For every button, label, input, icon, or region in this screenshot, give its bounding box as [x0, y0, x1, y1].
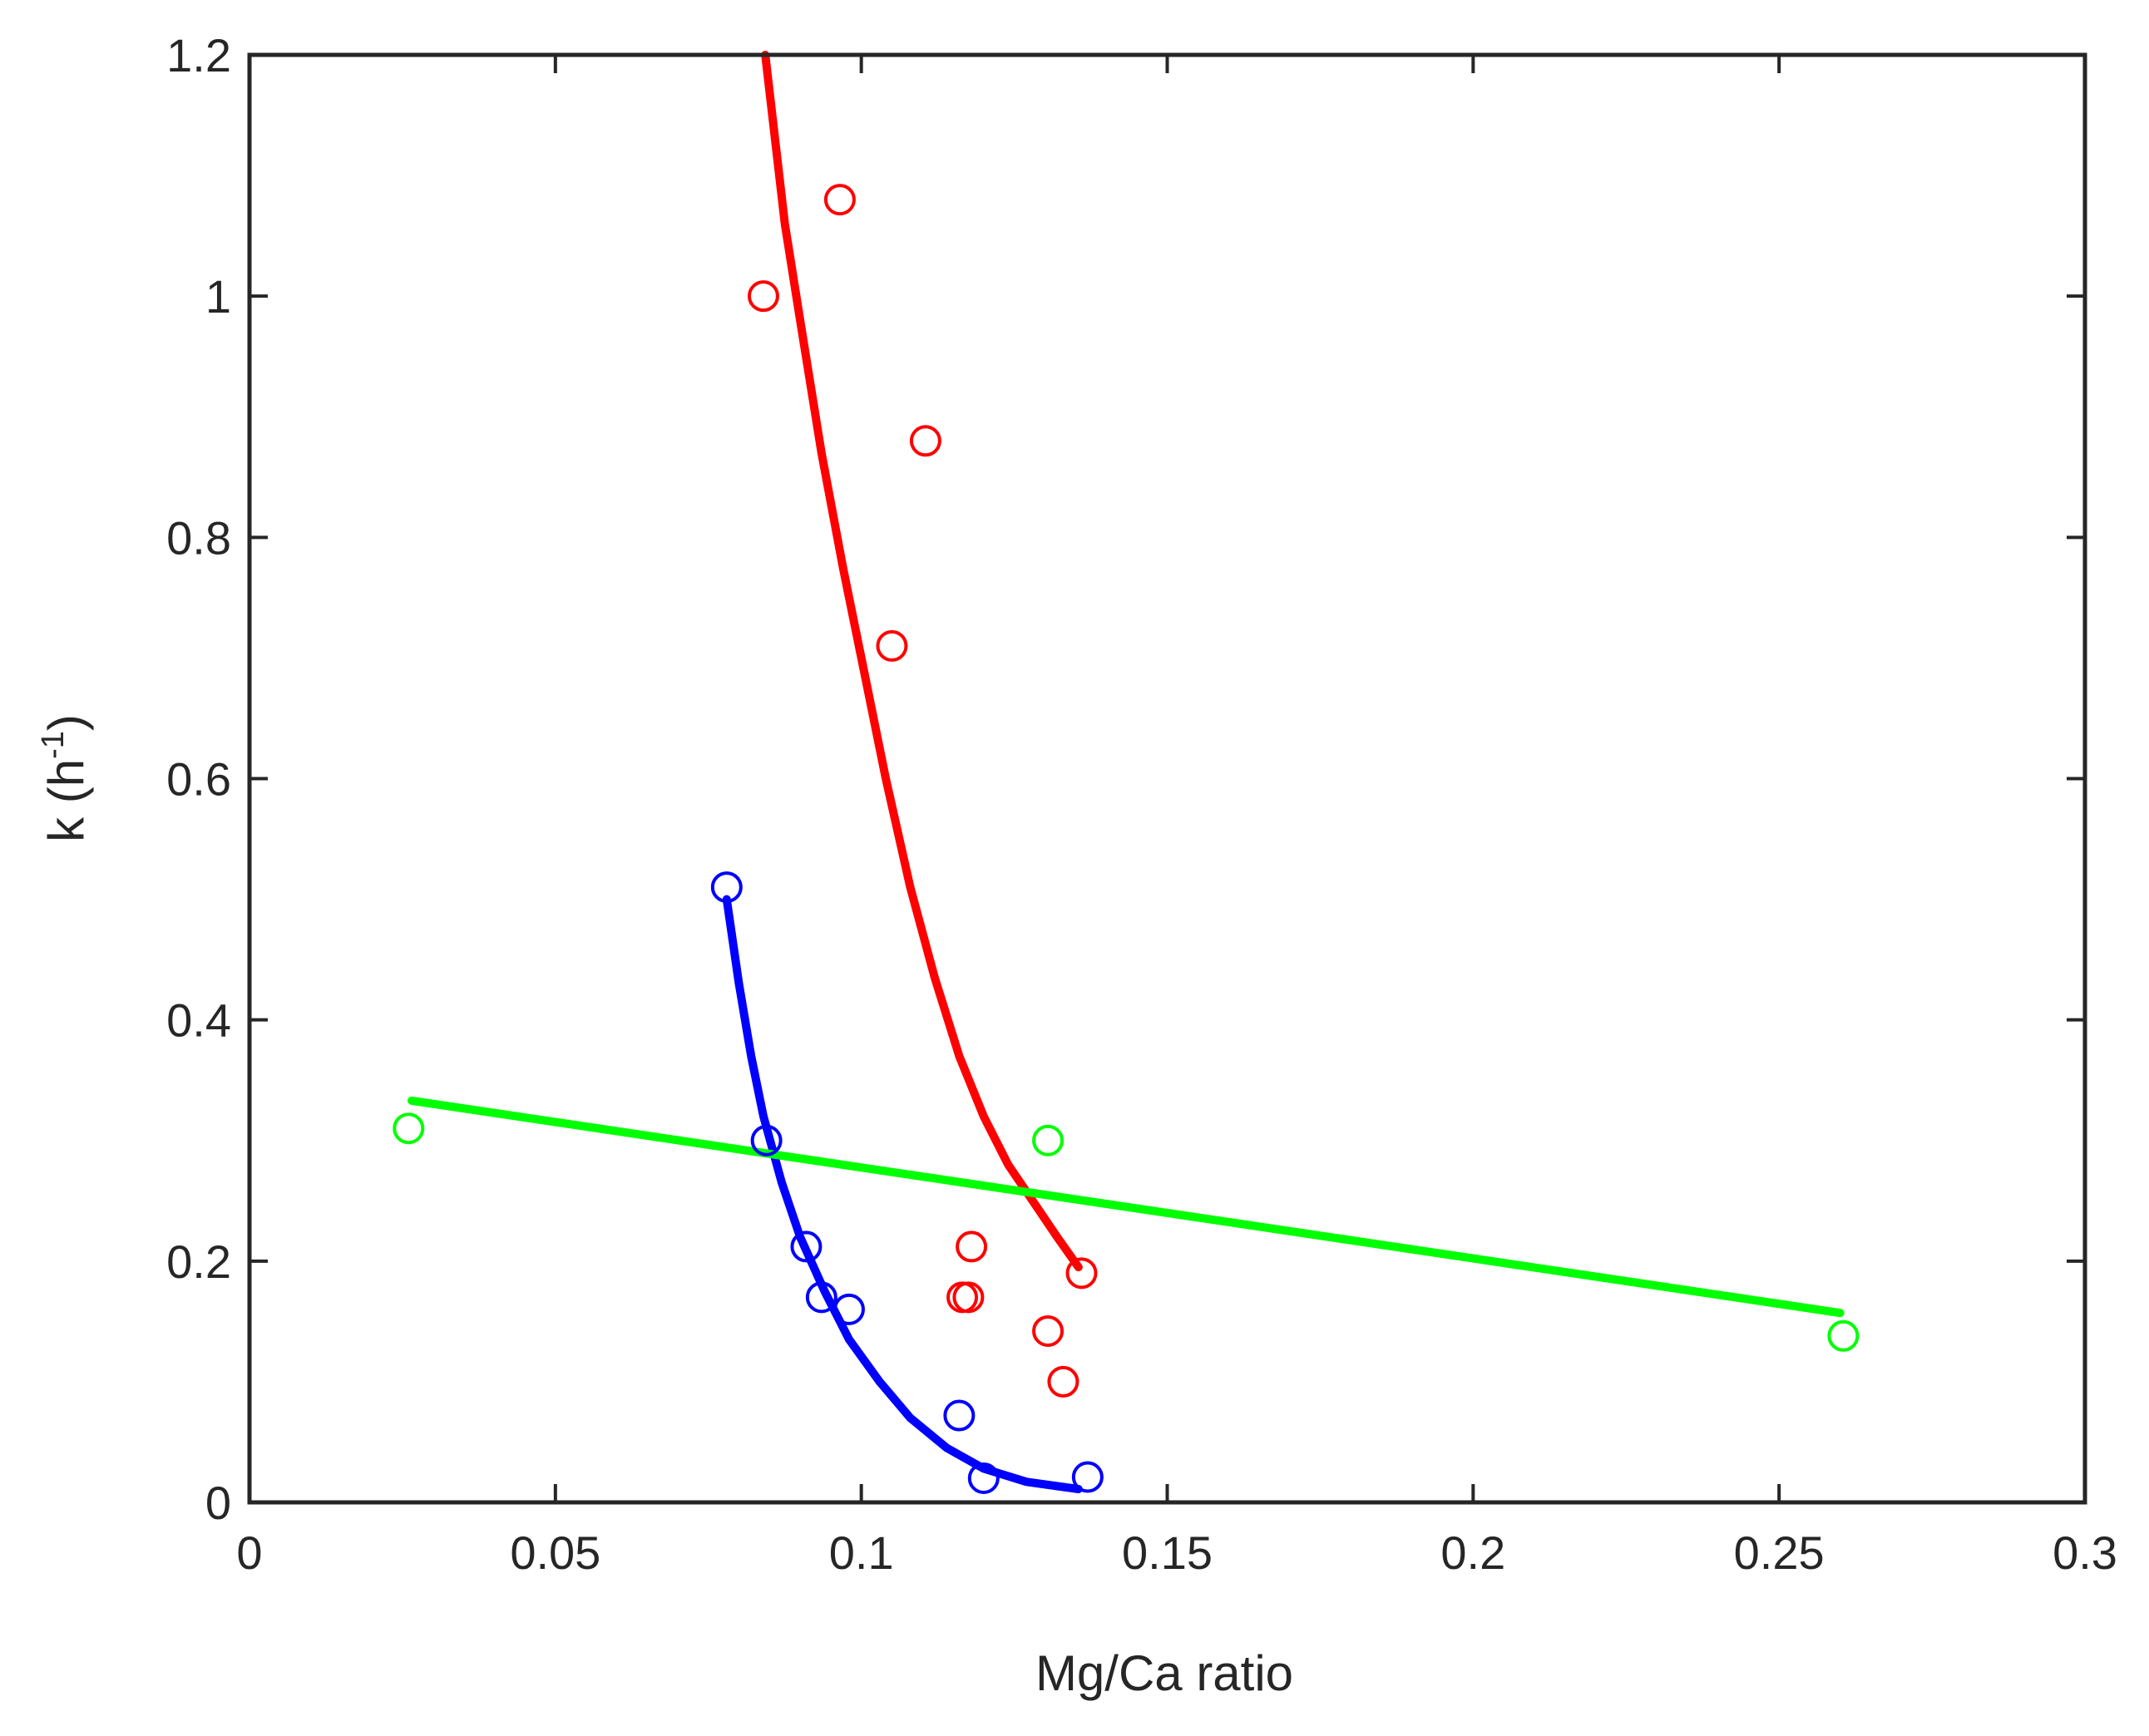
blue-data-point [1071, 1461, 1104, 1493]
y-tick-label: 0.2 [166, 1235, 231, 1288]
tick-labels: 0 0.05 0.1 0.15 0.2 0.25 0.3 0 0.2 0.4 0.6 0.8 1 1.2 [166, 29, 2117, 1579]
y-axis-label-superscript: -1 [36, 731, 71, 759]
blue-data-point [832, 1293, 865, 1325]
red-data-point [1032, 1314, 1065, 1347]
x-tick-label: 0.2 [1440, 1526, 1505, 1579]
x-tick-label: 0.05 [510, 1526, 600, 1579]
red-data-point [909, 425, 941, 457]
red-data-point [876, 629, 908, 662]
y-axis-label-main: k (h [38, 759, 94, 842]
red-data-point [956, 1230, 988, 1263]
plot-area [393, 51, 1860, 1494]
x-tick-label: 0.3 [2053, 1526, 2117, 1579]
green-data-point [393, 1112, 425, 1145]
y-axis-label: k (h-1) [36, 714, 94, 842]
red-data-point [1065, 1257, 1098, 1290]
red-data-point [1047, 1365, 1079, 1398]
axes-frame [247, 52, 2087, 1505]
blue-data-point [805, 1281, 837, 1314]
y-tick-label: 0.8 [166, 511, 231, 564]
y-tick-label: 0.6 [166, 753, 231, 806]
red-data-point [952, 1281, 985, 1314]
x-tick-label: 0.1 [829, 1526, 894, 1579]
red-data-point [823, 184, 856, 216]
blue-data-point [710, 871, 743, 904]
y-tick-label: 1.2 [166, 29, 231, 81]
y-tick-label: 0 [205, 1477, 231, 1529]
x-axis-label: Mg/Ca ratio [1035, 1645, 1293, 1701]
red-data-point [747, 280, 779, 313]
x-tick-label: 0.25 [1734, 1526, 1825, 1579]
green-fit-line [408, 1096, 1845, 1318]
y-axis-label-close: ) [38, 714, 94, 731]
y-tick-label: 1 [205, 270, 231, 323]
green-data-point [1032, 1124, 1065, 1157]
x-tick-label: 0 [236, 1526, 262, 1579]
blue-data-point [750, 1124, 783, 1157]
y-tick-label: 0.4 [166, 994, 231, 1047]
blue-data-point [943, 1399, 976, 1432]
x-tick-label: 0.15 [1122, 1526, 1213, 1579]
green-data-point [1827, 1319, 1860, 1352]
blue-data-point [967, 1462, 1000, 1494]
blue-data-point [790, 1230, 823, 1263]
